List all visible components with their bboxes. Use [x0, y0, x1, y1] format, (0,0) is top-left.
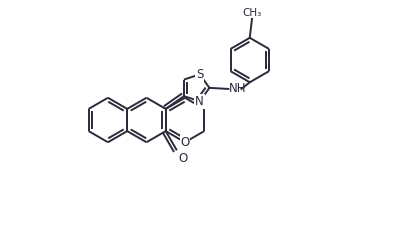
Text: S: S [196, 68, 204, 81]
Text: N: N [195, 95, 204, 108]
Text: CH₃: CH₃ [242, 8, 262, 18]
Text: O: O [181, 136, 189, 149]
Text: O: O [178, 152, 187, 165]
Text: NH: NH [229, 83, 247, 96]
